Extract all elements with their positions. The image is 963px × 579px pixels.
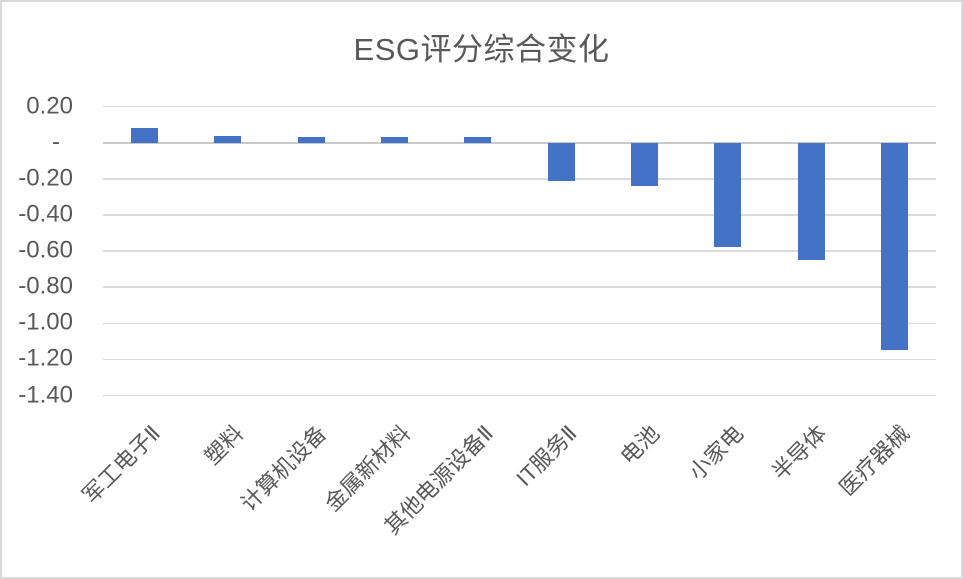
y-axis-tick-label: -1.40 [18,381,73,409]
y-axis-tick-label: - [52,128,60,156]
bar [797,142,825,261]
bar [547,142,575,181]
bar [464,137,492,143]
bar [880,142,908,351]
category-label: 医疗器械 [834,420,915,501]
category-label: 计算机设备 [236,420,332,517]
chart-title: ESG评分综合变化 [353,32,610,67]
category-label: 半导体 [766,420,832,485]
gridline [103,105,936,108]
bar [381,137,409,143]
gridline [103,322,936,325]
y-axis-tick-label: -0.60 [18,236,73,264]
y-axis-tick-label: -1.20 [18,344,73,372]
category-label: 小家电 [683,420,749,485]
category-label: 塑料 [199,420,249,470]
y-axis-tick-label: -0.40 [18,200,73,228]
gridline [103,286,936,288]
zero-gridline [103,142,936,144]
y-axis-tick-label: 0.20 [26,92,73,120]
bar [131,128,159,143]
bar [297,137,325,143]
bar [714,142,742,248]
bar [630,142,658,187]
gridline [103,358,936,361]
y-axis-tick-label: -1.00 [18,308,73,336]
gridline [103,394,936,397]
category-label: 军工电子Ⅱ [77,420,165,509]
category-label: 电池 [615,420,665,470]
gridline [103,250,936,252]
y-axis-tick-label: -0.20 [18,164,73,192]
category-label: IT服务Ⅱ [511,420,582,491]
gridline [103,178,936,180]
y-axis-tick-label: -0.80 [18,272,73,300]
bar [214,135,242,143]
gridline [103,214,936,216]
